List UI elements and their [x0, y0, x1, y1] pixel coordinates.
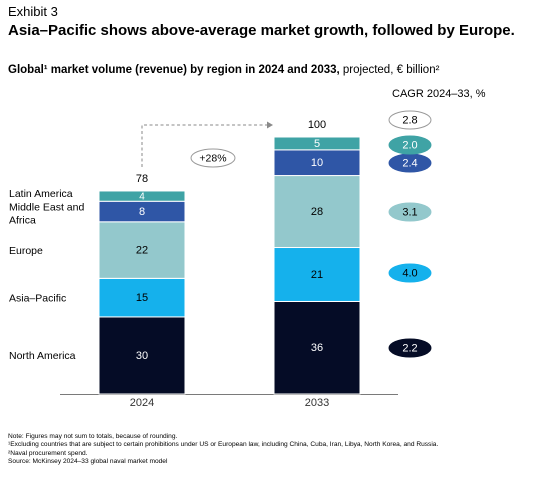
bar-total-label: 100: [308, 119, 326, 131]
footnote-source: Source: McKinsey 2024–33 global naval ma…: [8, 457, 168, 465]
segment-value-label: 10: [311, 157, 323, 169]
bar-total-label: 78: [136, 173, 148, 185]
cagr-oval-north-america: [388, 338, 432, 358]
bar-segment-2033-europe: [273, 175, 361, 249]
cagr-value: 2.8: [402, 114, 417, 126]
x-tick-label: 2033: [305, 397, 329, 409]
bar-segment-2033-north-america: [273, 300, 361, 395]
segment-value-label: 36: [311, 342, 323, 354]
cagr-oval-asia-pacific: [388, 263, 432, 283]
chart-subtitle: Global¹ market volume (revenue) by regio…: [8, 64, 439, 76]
bar-segment-2024-north-america: [98, 316, 186, 395]
exhibit-label: Exhibit 3: [8, 4, 58, 19]
bar-segment-2033-latin-america: [273, 136, 361, 151]
legend-label: Asia–Pacific: [9, 292, 66, 304]
legend-label: Middle East and Africa: [9, 201, 84, 226]
footnotes: Note: Figures may not sum to totals, bec…: [8, 433, 438, 466]
cagr-value: 3.1: [402, 206, 417, 218]
legend-label: Europe: [9, 245, 43, 257]
segment-value-label: 21: [311, 269, 323, 281]
legend-label: Latin America: [9, 188, 73, 200]
subtitle-bold: Global¹ market volume (revenue) by regio…: [8, 64, 340, 76]
cagr-oval-latin-america: [388, 135, 432, 155]
growth-arrow-head: [267, 121, 273, 129]
cagr-total-oval: [388, 110, 432, 130]
cagr-value: 2.2: [402, 342, 417, 354]
bar-segment-2033-asia-pacific: [273, 247, 361, 302]
bar-segment-2033-middle-east-and-africa: [273, 149, 361, 177]
segment-value-label: 22: [136, 244, 148, 256]
legend-label: North America: [9, 350, 76, 362]
cagr-column-title: CAGR 2024–33, %: [392, 88, 486, 100]
cagr-value: 4.0: [402, 267, 417, 279]
segment-value-label: 8: [139, 206, 145, 218]
footnote-1: ¹Excluding countries that are subject to…: [8, 441, 439, 449]
growth-label: +28%: [199, 152, 226, 164]
segment-value-label: 5: [314, 138, 320, 150]
cagr-value: 2.4: [402, 157, 417, 169]
segment-value-label: 28: [311, 206, 323, 218]
growth-badge: [190, 148, 236, 168]
bar-segment-2024-latin-america: [98, 190, 186, 202]
footnote-2: ²Naval procurement spend.: [8, 449, 88, 457]
segment-value-label: 30: [136, 350, 148, 362]
headline: Asia–Pacific shows above-average market …: [8, 22, 515, 39]
cagr-oval-europe: [388, 202, 432, 222]
segment-value-label: 4: [139, 191, 145, 202]
x-tick-label: 2024: [130, 397, 154, 409]
footnote-note: Note: Figures may not sum to totals, bec…: [8, 433, 178, 440]
cagr-value: 2.0: [402, 139, 417, 151]
segment-value-label: 15: [136, 292, 148, 304]
growth-connector-line: [141, 124, 271, 167]
subtitle-regular: projected, € billion²: [339, 64, 440, 76]
